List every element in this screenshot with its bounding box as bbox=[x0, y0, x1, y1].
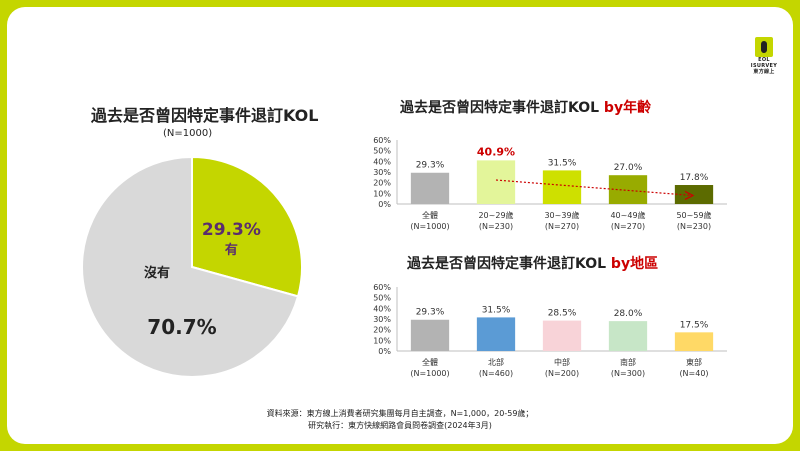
y-tick-label: 40% bbox=[373, 157, 391, 166]
bar-value-label: 17.8% bbox=[680, 173, 709, 183]
logo-line1: EOL bbox=[758, 57, 770, 63]
pie-slice-value-label: 70.7% bbox=[147, 315, 216, 339]
trend-arrow-head-icon bbox=[684, 190, 695, 200]
pie-chart: 29.3% 有沒有 70.7% bbox=[81, 155, 303, 378]
y-tick-label: 50% bbox=[373, 294, 391, 303]
x-tick-sublabel: (N=1000) bbox=[410, 222, 449, 231]
pie-slice-0 bbox=[191, 155, 303, 298]
y-tick-label: 50% bbox=[373, 147, 391, 156]
pie-chart-n-label: (N=1000) bbox=[163, 128, 213, 139]
x-tick-sublabel: (N=460) bbox=[479, 369, 513, 378]
bar bbox=[476, 160, 516, 204]
bar bbox=[542, 170, 582, 204]
x-tick-label: 全體 bbox=[422, 210, 438, 220]
y-tick-label: 20% bbox=[373, 326, 391, 335]
pie-slice-category-label: 有 bbox=[225, 242, 238, 258]
region-chart-title: 過去是否曾因特定事件退訂KOL by地區 bbox=[407, 253, 658, 273]
bar-value-label: 29.3% bbox=[416, 308, 445, 318]
logo-mark-icon bbox=[755, 37, 773, 57]
pie-slice-1 bbox=[81, 155, 300, 378]
pie-chart-title: 過去是否曾因特定事件退訂KOL bbox=[91, 106, 319, 125]
x-tick-label: 北部 bbox=[488, 357, 504, 367]
bar bbox=[542, 320, 582, 351]
x-tick-label: 50~59歲 bbox=[676, 210, 711, 220]
x-tick-sublabel: (N=40) bbox=[679, 369, 708, 378]
age-bar-chart: 0% 10%20% 30% 40%50% 60% 29.3% 全體 (N=1000) 40.9%… bbox=[373, 136, 727, 231]
pie-slice-category-label: 沒有 bbox=[144, 265, 170, 281]
y-tick-label: 60% bbox=[373, 136, 391, 145]
x-tick-sublabel: (N=200) bbox=[545, 369, 579, 378]
bar bbox=[608, 175, 648, 204]
slide: EOL ISURVEY 東方線上 過去是否曾因特定事件退訂KOL (N=1000… bbox=[7, 7, 793, 444]
age-chart-title: 過去是否曾因特定事件退訂KOL by年齡 bbox=[400, 97, 651, 117]
y-tick-label: 0% bbox=[378, 200, 391, 209]
x-tick-label: 全體 bbox=[422, 357, 438, 367]
bar-value-label: 31.5% bbox=[548, 158, 577, 168]
footer-method: 研究執行：東方快線網路會員問卷調查(2024年3月) bbox=[308, 421, 492, 430]
y-tick-label: 30% bbox=[373, 315, 391, 324]
y-tick-label: 0% bbox=[378, 347, 391, 356]
bar bbox=[608, 321, 648, 351]
x-tick-sublabel: (N=270) bbox=[611, 222, 645, 231]
y-tick-label: 40% bbox=[373, 304, 391, 313]
eol-isurvey-logo: EOL ISURVEY 東方線上 bbox=[742, 37, 786, 75]
bar-value-label: 27.0% bbox=[614, 163, 643, 173]
x-tick-label: 30~39歲 bbox=[544, 210, 579, 220]
trend-arrow-line bbox=[495, 179, 693, 197]
bar-value-label: 31.5% bbox=[482, 305, 511, 315]
region-chart-title-accent: by地區 bbox=[610, 256, 659, 272]
x-tick-sublabel: (N=230) bbox=[677, 222, 711, 231]
y-tick-label: 10% bbox=[373, 336, 391, 345]
y-tick-label: 20% bbox=[373, 179, 391, 188]
bar-value-label: 28.5% bbox=[548, 309, 577, 319]
logo-line3: 東方線上 bbox=[753, 69, 775, 75]
x-tick-label: 40~49歲 bbox=[610, 210, 645, 220]
bar bbox=[674, 185, 714, 204]
x-tick-sublabel: (N=270) bbox=[545, 222, 579, 231]
x-tick-label: 東部 bbox=[686, 357, 702, 367]
bar bbox=[476, 317, 516, 351]
x-tick-label: 中部 bbox=[554, 357, 570, 367]
age-chart-title-main: 過去是否曾因特定事件退訂KOL bbox=[400, 100, 604, 116]
y-tick-label: 60% bbox=[373, 283, 391, 292]
y-tick-label: 30% bbox=[373, 168, 391, 177]
footer-source: 資料來源：東方線上消費者研究集團每月自主調查，N=1,000，20-59歲； bbox=[266, 409, 534, 418]
bar-value-label: 29.3% bbox=[416, 161, 445, 171]
pie-slice-value-label: 29.3% bbox=[202, 220, 261, 240]
x-tick-sublabel: (N=1000) bbox=[410, 369, 449, 378]
bar-value-label: 28.0% bbox=[614, 309, 643, 319]
x-tick-label: 南部 bbox=[620, 357, 636, 367]
bar bbox=[410, 172, 450, 204]
y-tick-label: 10% bbox=[373, 189, 391, 198]
bar bbox=[410, 319, 450, 351]
bar-value-label: 40.9% bbox=[477, 145, 515, 158]
x-tick-label: 20~29歲 bbox=[478, 210, 513, 220]
x-tick-sublabel: (N=300) bbox=[611, 369, 645, 378]
region-chart-title-main: 過去是否曾因特定事件退訂KOL bbox=[407, 256, 611, 272]
bar-value-label: 17.5% bbox=[680, 320, 709, 330]
x-tick-sublabel: (N=230) bbox=[479, 222, 513, 231]
logo-line2: ISURVEY bbox=[750, 63, 778, 69]
age-chart-title-accent: by年齡 bbox=[603, 100, 652, 116]
region-bar-chart: 0% 10%20% 30% 40%50% 60% 29.3% 全體 (N=1000) 31.5%… bbox=[373, 283, 727, 378]
bar bbox=[674, 332, 714, 351]
